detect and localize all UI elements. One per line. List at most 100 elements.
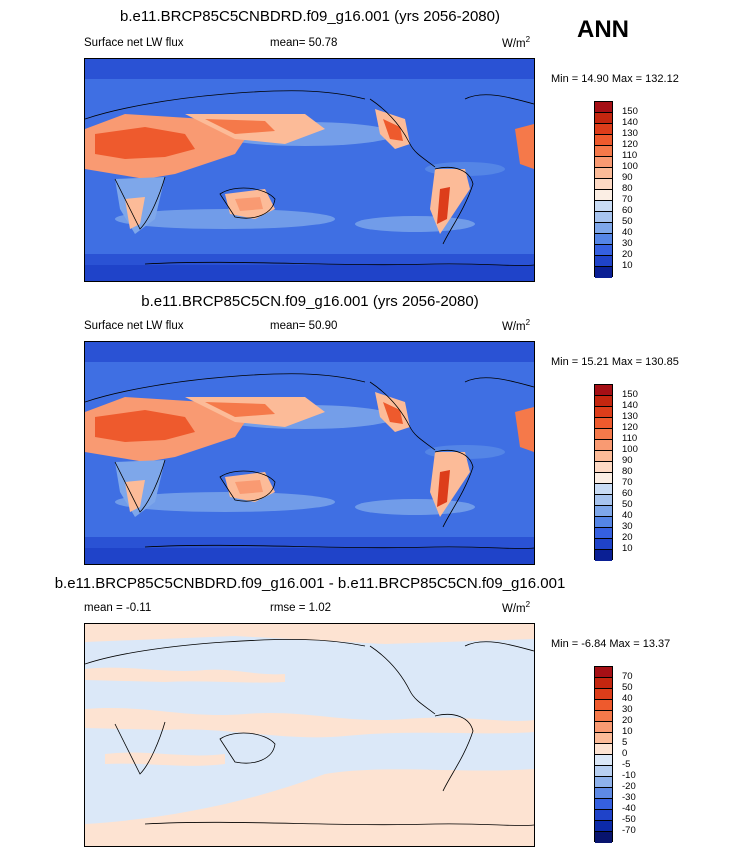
panel2-colorbar-tick-label: 120 xyxy=(622,422,638,433)
panel3-colorbar-swatch xyxy=(595,810,612,821)
panel2-colorbar-swatch xyxy=(595,539,612,550)
panel1-mean: mean= 50.78 xyxy=(270,37,338,49)
panel1-colorbar-tick-label: 110 xyxy=(622,150,638,161)
panel1-colorbar-swatch xyxy=(595,124,612,135)
panel2-minmax: Min = 15.21 Max = 130.85 xyxy=(551,356,679,368)
panel3-colorbar-swatch xyxy=(595,700,612,711)
panel2-colorbar-swatch xyxy=(595,517,612,528)
panel2-colorbar-tick-label: 30 xyxy=(622,521,633,532)
panel1-colorbar-tick-label: 150 xyxy=(622,106,638,117)
panel2-colorbar-swatch xyxy=(595,495,612,506)
panel3-colorbar-tick-label: -10 xyxy=(622,770,636,781)
panel1-colorbar-swatch xyxy=(595,234,612,245)
panel2-colorbar-swatch xyxy=(595,385,612,396)
panel3-colorbar-swatch xyxy=(595,667,612,678)
panel2-mean: mean= 50.90 xyxy=(270,320,338,332)
panel3-rmse: rmse = 1.02 xyxy=(270,602,332,614)
panel1-title: b.e11.BRCP85C5CNBDRD.f09_g16.001 (yrs 20… xyxy=(120,8,500,25)
panel3-colorbar-tick-label: -40 xyxy=(622,803,636,814)
panel3-mean: mean = -0.11 xyxy=(84,602,152,614)
panel1-colorbar-tick-label: 40 xyxy=(622,227,633,238)
panel3-colorbar-tick-label: 40 xyxy=(622,693,633,704)
panel3-colorbar-tick-label: -30 xyxy=(622,792,636,803)
panel2-colorbar-swatch xyxy=(595,396,612,407)
panel3-colorbar-tick-label: 70 xyxy=(622,671,633,682)
panel3-colorbar-tick-label: -50 xyxy=(622,814,636,825)
panel1-colorbar-tick-label: 10 xyxy=(622,260,633,271)
panel2-colorbar-swatch xyxy=(595,528,612,539)
panel3-colorbar-swatch xyxy=(595,755,612,766)
panel1-colorbar-swatch xyxy=(595,245,612,256)
panel3-colorbar-swatch xyxy=(595,689,612,700)
panel3-map xyxy=(84,623,535,847)
panel1-colorbar-swatch xyxy=(595,157,612,168)
panel1-colorbar-swatch xyxy=(595,223,612,234)
panel2-colorbar-tick-label: 140 xyxy=(622,400,638,411)
panel2-colorbar xyxy=(594,384,613,561)
panel2-colorbar-tick-label: 50 xyxy=(622,499,633,510)
panel3-colorbar-tick-label: 30 xyxy=(622,704,633,715)
panel2-map xyxy=(84,341,535,565)
panel1-colorbar-swatch xyxy=(595,168,612,179)
panel1-colorbar-tick-label: 30 xyxy=(622,238,633,249)
panel1-colorbar-tick-label: 100 xyxy=(622,161,638,172)
panel1-map-svg xyxy=(85,59,534,281)
panel2-colorbar-tick-label: 70 xyxy=(622,477,633,488)
panel1-colorbar-tick-label: 130 xyxy=(622,128,638,139)
panel1-colorbar-tick-label: 70 xyxy=(622,194,633,205)
panel3-colorbar-swatch xyxy=(595,766,612,777)
panel1-colorbar-swatch xyxy=(595,201,612,212)
panel1-colorbar-tick-label: 50 xyxy=(622,216,633,227)
panel1-variable: Surface net LW flux xyxy=(84,37,184,49)
season-label: ANN xyxy=(577,16,629,43)
panel2-title: b.e11.BRCP85C5CN.f09_g16.001 (yrs 2056-2… xyxy=(141,293,479,310)
panel1-colorbar-tick-label: 90 xyxy=(622,172,633,183)
panel2-colorbar-tick-label: 80 xyxy=(622,466,633,477)
panel2-map-svg xyxy=(85,342,534,564)
panel2-colorbar-tick-label: 10 xyxy=(622,543,633,554)
panel2-colorbar-swatch xyxy=(595,462,612,473)
panel3-colorbar-swatch xyxy=(595,799,612,810)
panel3-colorbar-tick-label: 50 xyxy=(622,682,633,693)
panel2-colorbar-tick-label: 20 xyxy=(622,532,633,543)
panel3-map-svg xyxy=(85,624,534,846)
panel3-colorbar-tick-label: 10 xyxy=(622,726,633,737)
panel2-colorbar-tick-label: 100 xyxy=(622,444,638,455)
panel3-units: W/m2 xyxy=(502,600,531,615)
panel1-colorbar-swatch xyxy=(595,146,612,157)
panel3-colorbar-tick-label: 20 xyxy=(622,715,633,726)
panel1-units: W/m2 xyxy=(502,35,531,50)
panel3-colorbar-labels: 70 50 40 30 20 10 5 0 -5 -10 -20 -30 -40 -50 -70 xyxy=(622,666,662,842)
panel3-colorbar-swatch xyxy=(595,788,612,799)
panel3-title: b.e11.BRCP85C5CNBDRD.f09_g16.001 - b.e11… xyxy=(54,575,566,592)
panel1-colorbar xyxy=(594,101,613,278)
panel1-colorbar-swatch xyxy=(595,256,612,267)
panel2-colorbar-swatch xyxy=(595,429,612,440)
panel2-colorbar-swatch xyxy=(595,407,612,418)
panel1-colorbar-swatch xyxy=(595,102,612,113)
panel2-colorbar-tick-label: 60 xyxy=(622,488,633,499)
panel3-colorbar-swatch xyxy=(595,744,612,755)
panel2-colorbar-swatch xyxy=(595,484,612,495)
panel3-minmax: Min = -6.84 Max = 13.37 xyxy=(551,638,671,650)
panel1-colorbar-tick-label: 120 xyxy=(622,139,638,150)
panel3-colorbar-swatch xyxy=(595,678,612,689)
panel2-colorbar-swatch xyxy=(595,418,612,429)
panel3-colorbar-tick-label: -5 xyxy=(622,759,631,770)
panel1-colorbar-tick-label: 140 xyxy=(622,117,638,128)
panel1-colorbar-swatch xyxy=(595,179,612,190)
panel2-colorbar-swatch xyxy=(595,440,612,451)
panel3-colorbar-tick-label: 5 xyxy=(622,737,628,748)
panel2-units: W/m2 xyxy=(502,318,531,333)
panel2-colorbar-tick-label: 130 xyxy=(622,411,638,422)
panel1-colorbar-swatch xyxy=(595,135,612,146)
panel3-colorbar-swatch xyxy=(595,711,612,722)
panel3-colorbar-swatch xyxy=(595,821,612,832)
panel2-colorbar-tick-label: 150 xyxy=(622,389,638,400)
panel1-colorbar-swatch xyxy=(595,113,612,124)
panel1-colorbar-tick-label: 80 xyxy=(622,183,633,194)
panel3-colorbar-swatch xyxy=(595,722,612,733)
panel1-colorbar-swatch xyxy=(595,190,612,201)
panel3-colorbar-tick-label: 0 xyxy=(622,748,628,759)
panel1-colorbar-swatch xyxy=(595,212,612,223)
